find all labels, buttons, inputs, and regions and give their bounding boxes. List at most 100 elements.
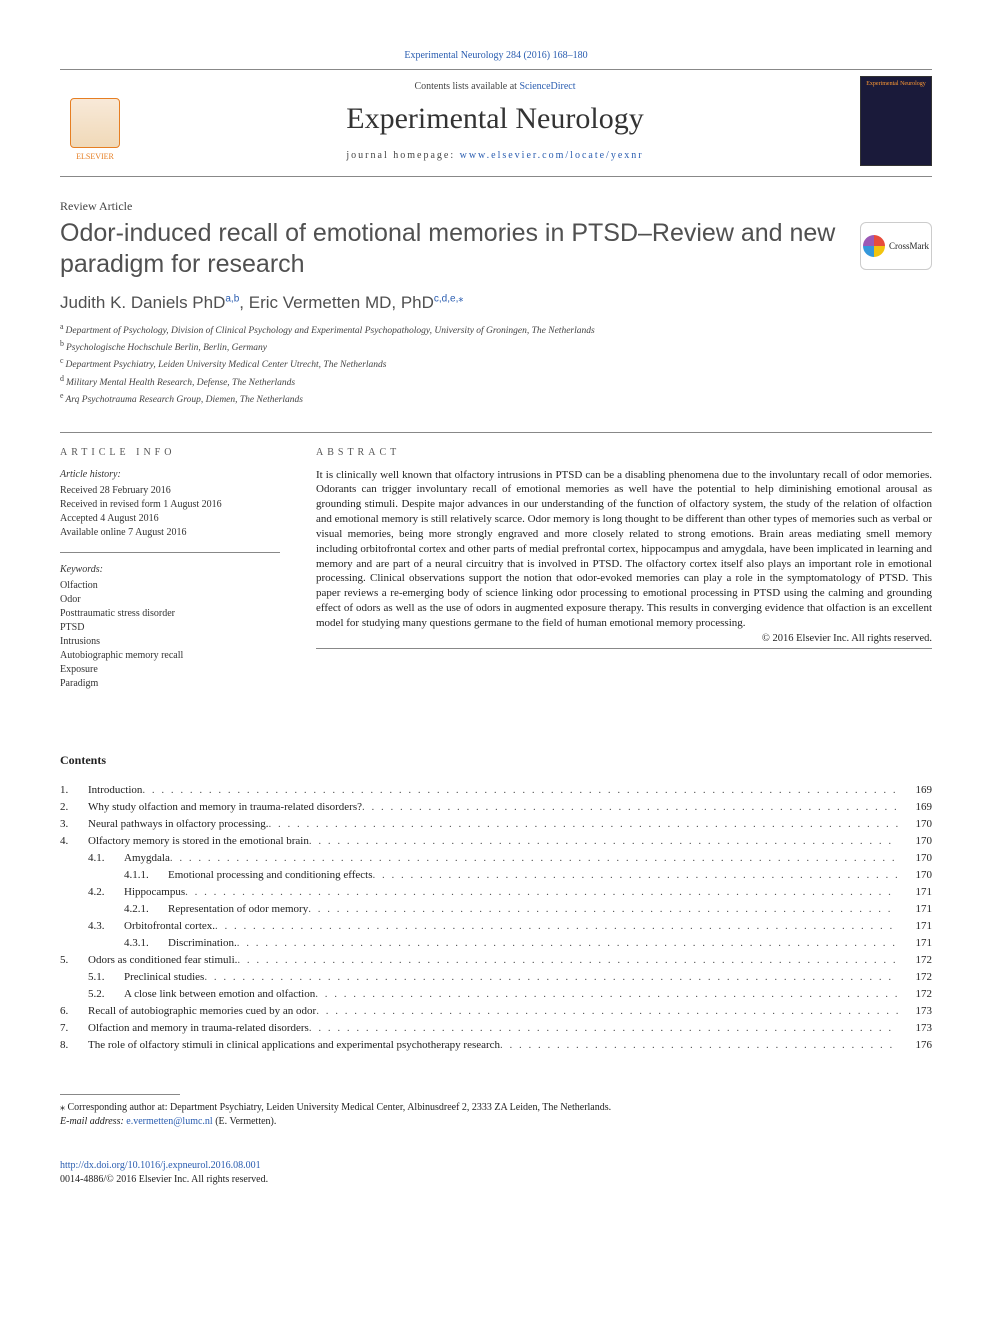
keyword: Paradigm [60,677,280,691]
affiliation-line: e Arq Psychotrauma Research Group, Dieme… [60,390,932,407]
toc-label: Amygdala [124,850,170,867]
bottom-block: http://dx.doi.org/10.1016/j.expneurol.20… [60,1159,932,1187]
contents-heading: Contents [60,753,932,768]
abstract-bottom-rule [316,648,932,649]
abstract-text: It is clinically well known that olfacto… [316,468,932,631]
toc-number: 6. [60,1003,88,1020]
corresponding-email-link[interactable]: e.vermetten@lumc.nl [126,1116,212,1127]
elsevier-tree-icon [70,98,120,148]
crossmark-badge[interactable]: CrossMark [860,222,932,270]
homepage-prefix: journal homepage: [346,150,459,161]
toc-number: 1. [60,782,88,799]
affil-link-c[interactable]: c,d,e, [434,293,458,304]
issn-copyright: 0014-4886/© 2016 Elsevier Inc. All right… [60,1174,268,1185]
toc-label: Odors as conditioned fear stimuli. [88,952,237,969]
toc-leader-dots [269,816,898,833]
keyword: Autobiographic memory recall [60,649,280,663]
toc-leader-dots [309,833,898,850]
toc-number: 4.3. [88,918,124,935]
toc-page: 171 [898,901,932,918]
keywords-block: Keywords: OlfactionOdorPosttraumatic str… [60,563,280,691]
footnote-text: Corresponding author at: Department Psyc… [68,1102,612,1113]
contents-prefix: Contents lists available at [414,81,519,92]
abstract-copyright: © 2016 Elsevier Inc. All rights reserved… [316,633,932,644]
toc-number: 3. [60,816,88,833]
article-history-block: Article history: Received 28 February 20… [60,468,280,540]
toc-leader-dots [316,1003,898,1020]
contents-available-line: Contents lists available at ScienceDirec… [146,81,844,92]
keywords-label: Keywords: [60,563,280,577]
toc-number: 4.2. [88,884,124,901]
toc-row: 4.1.1.Emotional processing and condition… [60,867,932,884]
history-line: Received 28 February 2016 [60,484,280,498]
sciencedirect-link[interactable]: ScienceDirect [519,81,575,92]
toc-row: 5.1.Preclinical studies 172 [60,969,932,986]
toc-row: 4.3.Orbitofrontal cortex. 171 [60,918,932,935]
elsevier-logo: ELSEVIER [60,81,130,161]
toc-row: 1.Introduction 169 [60,782,932,799]
history-label: Article history: [60,468,280,482]
toc-leader-dots [362,799,898,816]
email-label: E-mail address: [60,1116,124,1127]
toc-leader-dots [237,952,898,969]
toc-label: Neural pathways in olfactory processing. [88,816,269,833]
toc-page: 171 [898,918,932,935]
journal-cover-thumb: Experimental Neurology [860,76,932,166]
toc-leader-dots [142,782,898,799]
toc-row: 3.Neural pathways in olfactory processin… [60,816,932,833]
toc-page: 173 [898,1003,932,1020]
toc-page: 170 [898,816,932,833]
header-center: Contents lists available at ScienceDirec… [146,81,844,161]
toc-label: Why study olfaction and memory in trauma… [88,799,362,816]
toc-leader-dots [372,867,898,884]
toc-leader-dots [170,850,898,867]
journal-header: ELSEVIER Contents lists available at Sci… [60,69,932,177]
toc-row: 4.1.Amygdala 170 [60,850,932,867]
toc-page: 170 [898,867,932,884]
history-line: Accepted 4 August 2016 [60,512,280,526]
affil-link-a[interactable]: a,b [225,293,239,304]
article-info-column: article info Article history: Received 2… [60,432,280,703]
affiliation-line: c Department Psychiatry, Leiden Universi… [60,355,932,372]
toc-page: 172 [898,969,932,986]
toc-number: 4.1. [88,850,124,867]
toc-label: Introduction [88,782,142,799]
homepage-link[interactable]: www.elsevier.com/locate/yexnr [460,150,644,161]
author-1: Judith K. Daniels PhD [60,293,225,312]
crossmark-icon [863,235,885,257]
crossmark-label: CrossMark [889,241,929,251]
toc-page: 170 [898,833,932,850]
keyword: Posttraumatic stress disorder [60,607,280,621]
toc-number: 5.2. [88,986,124,1003]
toc-label: Recall of autobiographic memories cued b… [88,1003,316,1020]
toc-number: 4.1.1. [124,867,168,884]
toc-label: A close link between emotion and olfacti… [124,986,315,1003]
citation-line: Experimental Neurology 284 (2016) 168–18… [60,50,932,61]
article-title: Odor-induced recall of emotional memorie… [60,218,840,281]
toc-label: The role of olfactory stimuli in clinica… [88,1037,500,1054]
toc-page: 170 [898,850,932,867]
keyword: Odor [60,593,280,607]
toc-row: 6.Recall of autobiographic memories cued… [60,1003,932,1020]
toc-row: 5.2.A close link between emotion and olf… [60,986,932,1003]
abstract-column: abstract It is clinically well known tha… [316,432,932,703]
toc-page: 176 [898,1037,932,1054]
toc-leader-dots [215,918,898,935]
authors-line: Judith K. Daniels PhDa,b, Eric Vermetten… [60,293,932,313]
toc-number: 4.2.1. [124,901,168,918]
toc-page: 171 [898,935,932,952]
toc-leader-dots [237,935,898,952]
journal-name: Experimental Neurology [146,102,844,136]
toc-page: 169 [898,799,932,816]
toc-row: 5.Odors as conditioned fear stimuli. 172 [60,952,932,969]
toc-row: 4.2.Hippocampus 171 [60,884,932,901]
article-info-heading: article info [60,447,280,458]
table-of-contents: 1.Introduction 1692.Why study olfaction … [60,782,932,1055]
toc-label: Orbitofrontal cortex. [124,918,215,935]
affiliation-line: a Department of Psychology, Division of … [60,321,932,338]
doi-link[interactable]: http://dx.doi.org/10.1016/j.expneurol.20… [60,1160,261,1171]
toc-leader-dots [500,1037,898,1054]
toc-row: 4.Olfactory memory is stored in the emot… [60,833,932,850]
toc-label: Olfaction and memory in trauma-related d… [88,1020,309,1037]
keyword: Intrusions [60,635,280,649]
